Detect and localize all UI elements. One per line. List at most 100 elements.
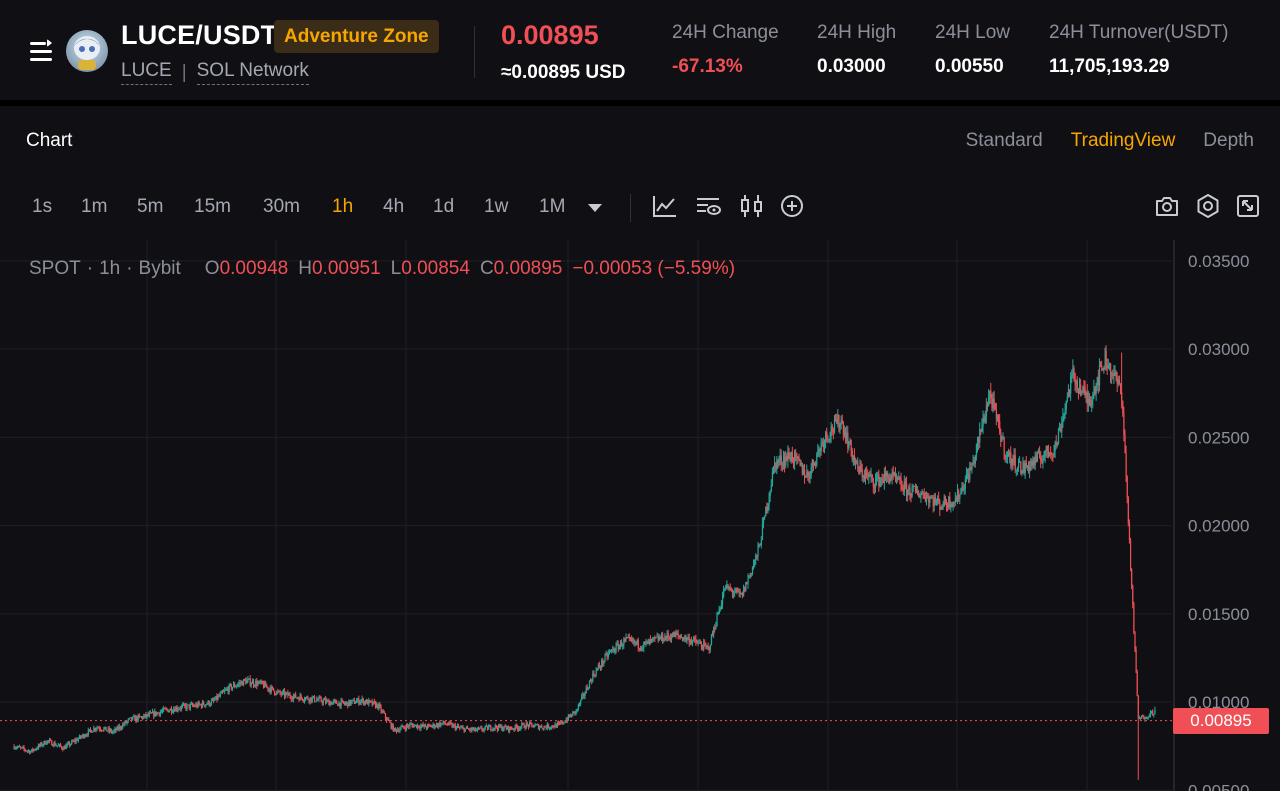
candle-body xyxy=(1062,416,1064,422)
candle-body xyxy=(897,477,899,480)
candle-body xyxy=(889,477,891,483)
candle-body xyxy=(399,729,401,732)
candle-body xyxy=(1118,379,1121,385)
timeframe-15m[interactable]: 15m xyxy=(194,196,231,217)
candle-body xyxy=(868,475,870,477)
tab-depth[interactable]: Depth xyxy=(1203,130,1254,151)
candle-body xyxy=(960,488,962,495)
candle-body xyxy=(440,723,442,727)
fullscreen-icon[interactable] xyxy=(1234,192,1262,220)
settings-icon[interactable] xyxy=(1194,192,1222,220)
pair-title[interactable]: LUCE/USDT xyxy=(121,20,278,50)
candle-body xyxy=(450,723,452,725)
candle-body xyxy=(245,680,247,684)
candle-body xyxy=(721,596,724,605)
candle-body xyxy=(231,687,234,690)
candle-body xyxy=(73,740,75,742)
chart-panel: Chart Standard TradingView Depth 1s 1m 5… xyxy=(0,106,1280,791)
candle-body xyxy=(1084,387,1086,396)
candle-body xyxy=(1061,421,1063,432)
candle-body xyxy=(687,637,689,639)
candle-body xyxy=(587,688,590,690)
zone-badge[interactable]: Adventure Zone xyxy=(274,20,439,53)
network-label[interactable]: SOL Network xyxy=(196,60,309,85)
menu-icon[interactable] xyxy=(26,38,54,66)
candle-body xyxy=(717,614,719,616)
candle-body xyxy=(75,739,77,742)
candle-body xyxy=(913,485,915,487)
candle-body xyxy=(811,459,813,468)
tab-standard[interactable]: Standard xyxy=(965,130,1043,151)
chart-settings-icon[interactable] xyxy=(694,192,722,220)
camera-icon[interactable] xyxy=(1153,192,1181,220)
candle-body xyxy=(886,472,888,476)
timeframe-1s[interactable]: 1s xyxy=(32,196,53,217)
candle-body xyxy=(78,735,81,739)
candle-body xyxy=(34,749,36,751)
candle-body xyxy=(206,703,208,705)
candle-body xyxy=(725,585,727,590)
candle-body xyxy=(557,723,560,725)
candle-body xyxy=(154,711,156,717)
divider xyxy=(474,26,475,78)
candle-body xyxy=(428,724,430,726)
candle-body xyxy=(1005,457,1008,459)
chevron-down-icon[interactable] xyxy=(588,204,602,212)
candle-body xyxy=(331,702,333,705)
timeframe-1M[interactable]: 1M xyxy=(539,196,566,217)
candle-body xyxy=(372,701,374,705)
candle-body xyxy=(413,725,415,728)
candlestick-chart[interactable]: 0.03500 0.03000 0.02500 0.02000 0.01500 0.010… xyxy=(0,240,1280,791)
candle-body xyxy=(1029,465,1031,472)
timeframe-1h[interactable]: 1h xyxy=(332,196,354,217)
timeframe-5m[interactable]: 5m xyxy=(137,196,164,217)
candle-body xyxy=(401,725,403,728)
candle-body xyxy=(1006,453,1009,458)
candle-body xyxy=(208,700,210,706)
candle-body xyxy=(527,724,530,727)
candle-body xyxy=(294,693,296,697)
candle-body xyxy=(56,745,58,747)
candle-body xyxy=(156,712,158,715)
add-icon[interactable] xyxy=(778,192,806,220)
candle-body xyxy=(1098,364,1101,386)
timeframe-1d[interactable]: 1d xyxy=(433,196,455,217)
timeframe-4h[interactable]: 4h xyxy=(383,196,405,217)
timeframe-1w[interactable]: 1w xyxy=(484,196,509,217)
timeframe-30m[interactable]: 30m xyxy=(263,196,300,217)
candle-body xyxy=(798,457,800,461)
candle-body xyxy=(145,714,147,717)
candle-body xyxy=(1127,497,1129,523)
indicator-icon[interactable] xyxy=(651,192,679,220)
candle-body xyxy=(869,475,871,477)
candle-body xyxy=(923,493,925,499)
ohlc-legend: SPOT · 1h · Bybit O 0.00948 H 0.00951 L … xyxy=(29,258,735,280)
candle-body xyxy=(626,637,628,639)
candle-body xyxy=(924,498,927,502)
candle-body xyxy=(747,577,749,584)
candle-body xyxy=(530,722,532,724)
candle-type-icon[interactable] xyxy=(738,192,766,220)
legend-change: −0.00053 (−5.59%) xyxy=(572,258,736,279)
candle-body xyxy=(766,507,768,511)
candle-body xyxy=(950,504,952,508)
timeframe-1m[interactable]: 1m xyxy=(81,196,108,217)
candle-body xyxy=(235,686,237,688)
candle-body xyxy=(256,681,258,686)
candle-body xyxy=(1014,455,1016,471)
candle-body xyxy=(199,704,201,706)
candle-body xyxy=(360,700,362,703)
candle-body xyxy=(676,633,678,635)
candle-body xyxy=(808,475,810,479)
candle-body xyxy=(168,710,170,713)
tab-tradingview[interactable]: TradingView xyxy=(1070,130,1176,151)
candle-body xyxy=(1019,461,1021,463)
stat-24h-change: 24H Change -67.13% xyxy=(672,22,779,78)
candle-body xyxy=(1152,711,1154,715)
candle-body xyxy=(463,727,465,732)
candle-body xyxy=(949,496,951,508)
candle-body xyxy=(150,712,153,714)
coin-symbol[interactable]: LUCE xyxy=(121,60,172,85)
candle-body xyxy=(598,665,601,668)
candle-body xyxy=(456,726,459,728)
